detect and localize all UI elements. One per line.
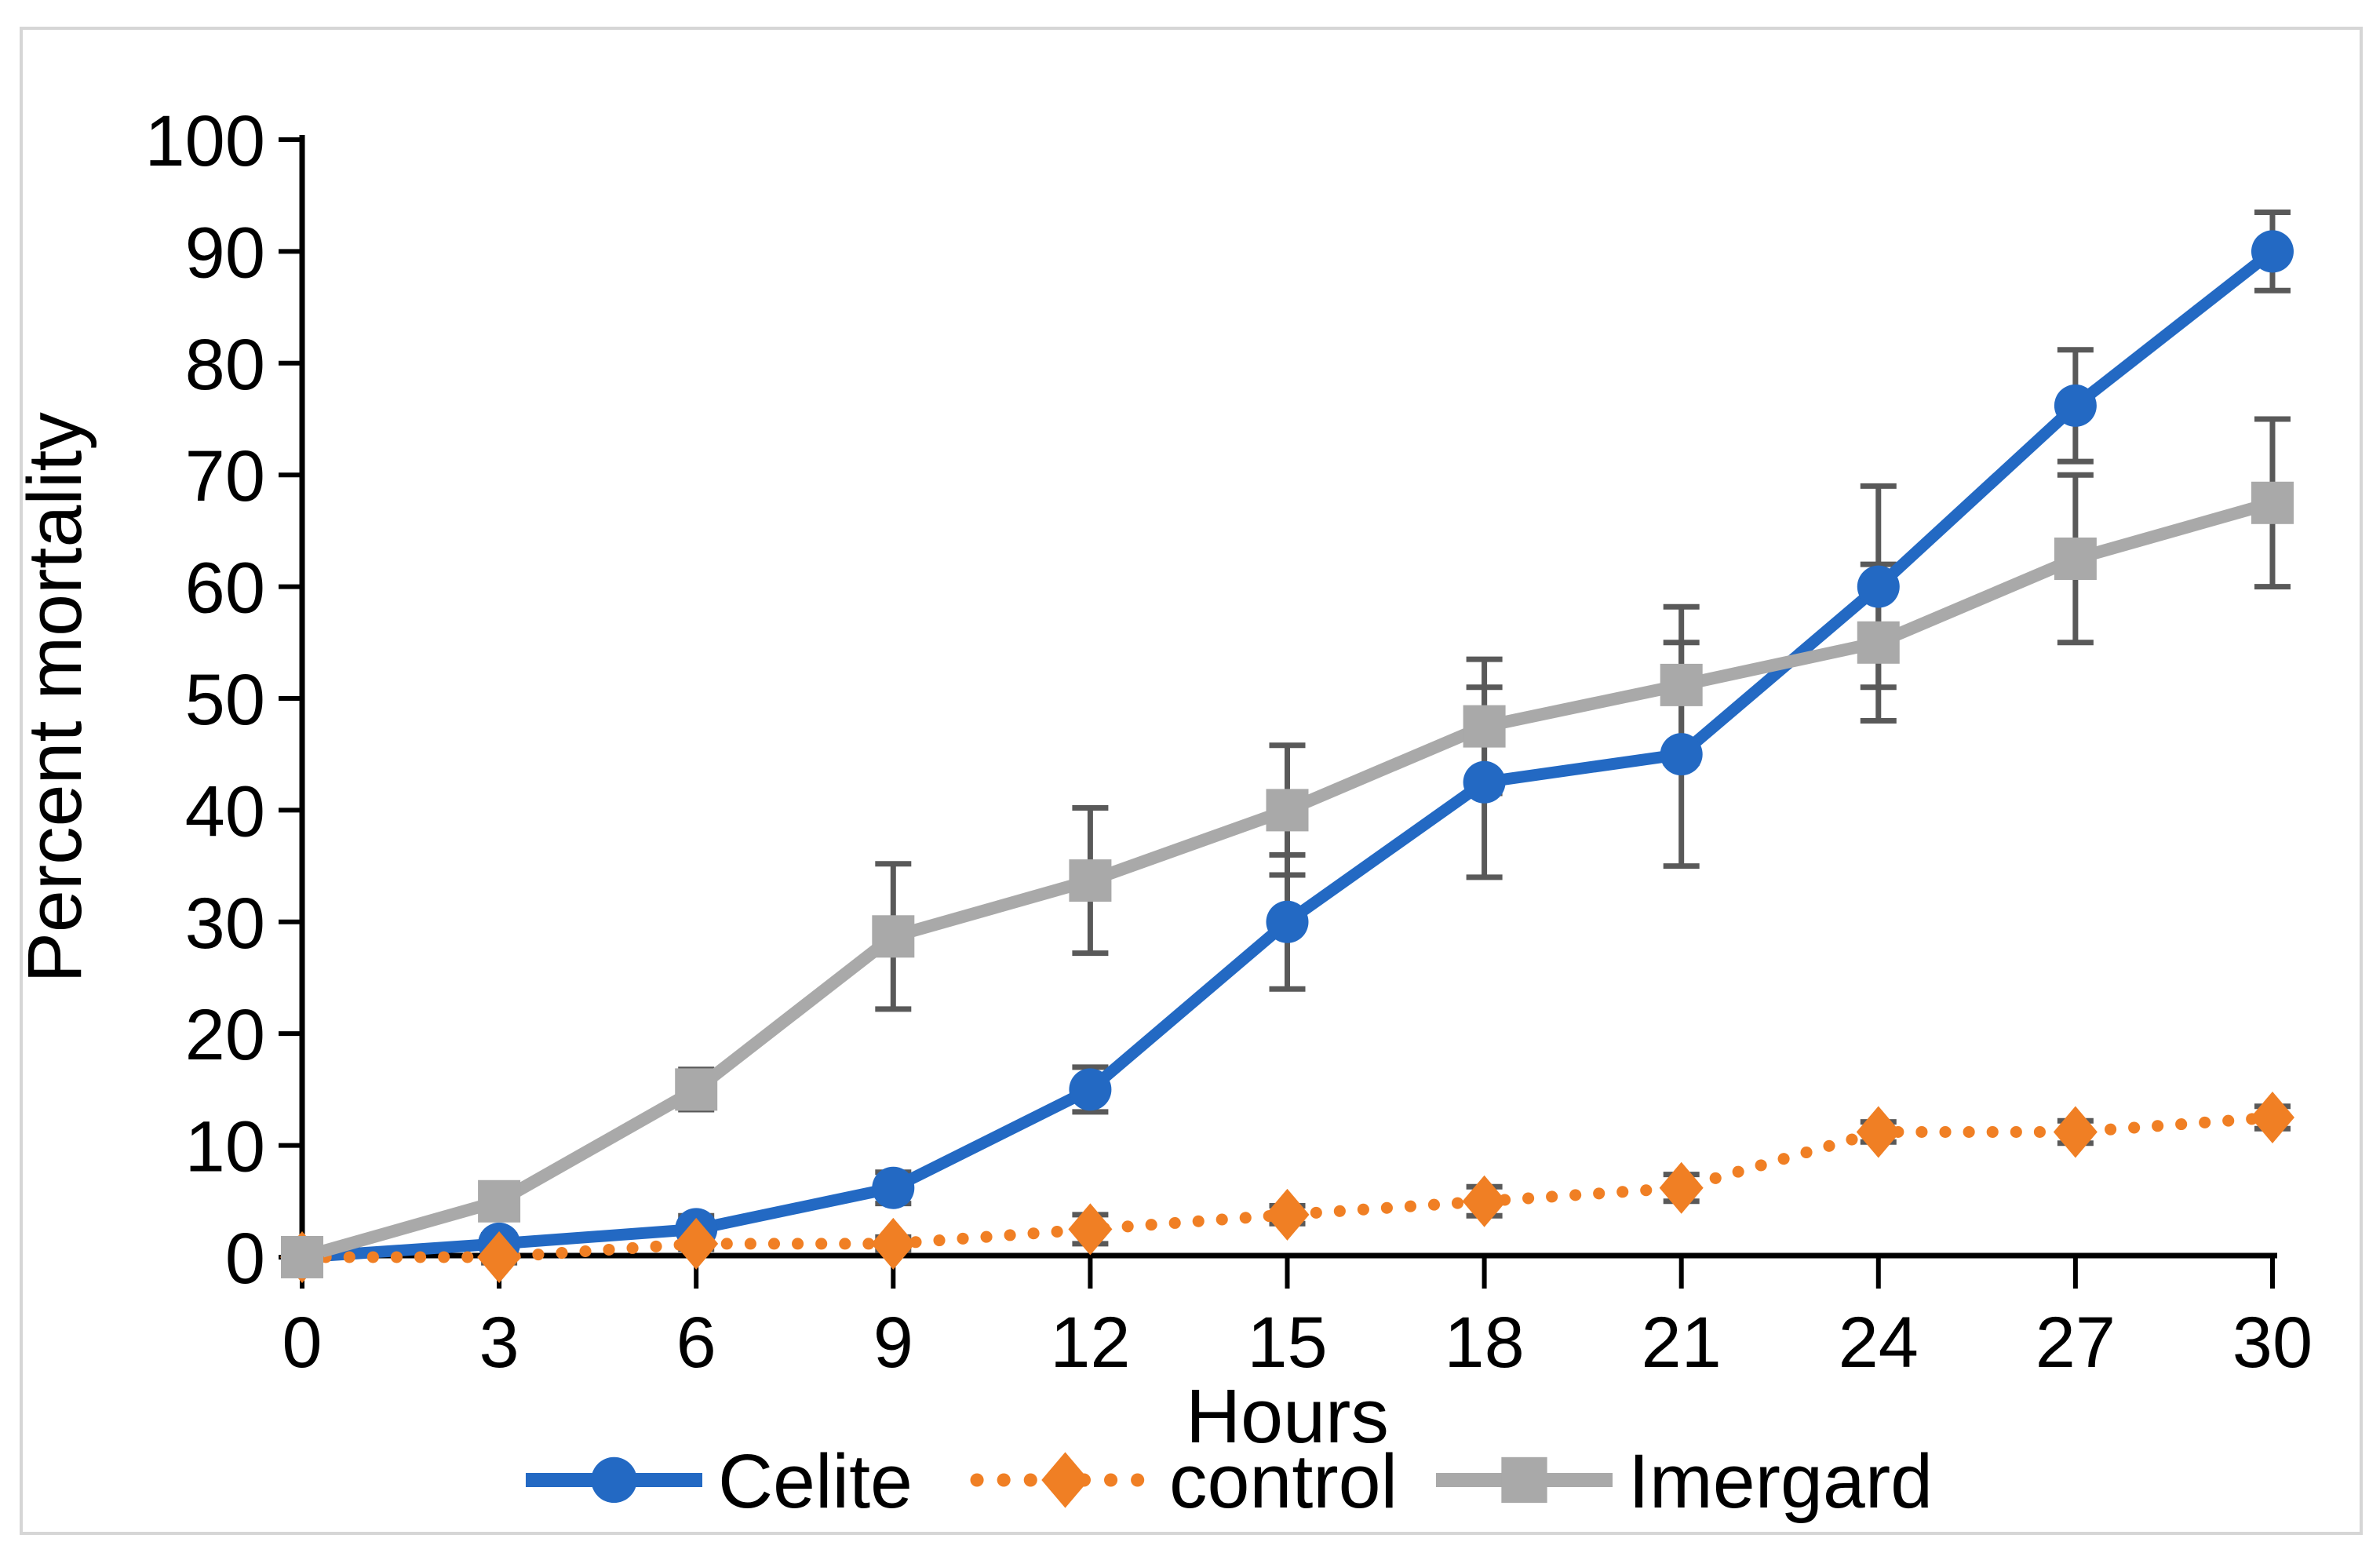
square-marker — [2054, 537, 2097, 580]
y-tick-label: 80 — [185, 325, 265, 405]
series-imergard-markers — [281, 481, 2294, 1278]
diamond-marker — [1068, 1203, 1113, 1256]
axis-titles-layer: Hours Percent mortality — [12, 412, 1389, 1459]
circle-marker — [591, 1456, 637, 1504]
y-tick-label: 100 — [145, 101, 265, 181]
figure-border — [20, 26, 2363, 1535]
square-marker — [1463, 705, 1506, 748]
y-tick-label: 30 — [185, 884, 265, 964]
y-tick-label: 90 — [185, 213, 265, 293]
y-tick-label: 0 — [225, 1219, 265, 1299]
y-axis-title: Percent mortality — [12, 412, 97, 983]
diamond-marker — [477, 1230, 522, 1283]
square-marker — [1857, 621, 1900, 664]
diamond-marker — [871, 1217, 916, 1270]
diamond-marker — [2250, 1091, 2294, 1143]
circle-marker — [2251, 230, 2294, 273]
square-marker — [1660, 663, 1703, 706]
axes-layer: 0 10 20 30 40 50 60 70 80 90 100 0 3 6 9 12 15 18 21 24 27 30 — [145, 101, 2313, 1383]
y-tick-label: 20 — [185, 995, 265, 1075]
circle-marker — [872, 1166, 915, 1209]
x-axis-title: Hours — [1186, 1373, 1389, 1459]
square-marker — [675, 1068, 718, 1111]
legend-label: Imergard — [1628, 1438, 1933, 1524]
x-tick-label: 24 — [1839, 1303, 1919, 1383]
y-tick-label: 60 — [185, 549, 265, 629]
diamond-marker — [2053, 1106, 2098, 1158]
diamond-marker — [674, 1217, 719, 1270]
x-tick-label: 30 — [2232, 1303, 2313, 1383]
x-tick-label: 27 — [2036, 1303, 2116, 1383]
y-tick-label: 70 — [185, 436, 265, 516]
circle-marker — [1660, 733, 1703, 776]
x-tick-label: 15 — [1247, 1303, 1327, 1383]
y-tick-label: 50 — [185, 660, 265, 740]
circle-marker — [1069, 1068, 1112, 1111]
square-marker — [2251, 481, 2294, 524]
x-tick-label: 6 — [676, 1303, 716, 1383]
legend-label: control — [1169, 1438, 1398, 1524]
x-tick-label: 18 — [1444, 1303, 1524, 1383]
legend: Celite control Imergard — [526, 1438, 1933, 1524]
square-marker — [1501, 1456, 1547, 1504]
circle-marker — [1857, 565, 1900, 608]
square-marker — [1069, 859, 1112, 902]
legend-label: Celite — [718, 1438, 913, 1524]
square-marker — [281, 1235, 324, 1278]
circle-marker — [2054, 384, 2097, 427]
square-marker — [872, 915, 915, 958]
diamond-marker — [1265, 1188, 1310, 1241]
circle-marker — [1463, 760, 1506, 804]
series-markers-layer — [280, 230, 2294, 1283]
diamond-marker — [1659, 1161, 1704, 1214]
x-tick-label: 0 — [282, 1303, 322, 1383]
x-tick-label: 12 — [1050, 1303, 1130, 1383]
legend-item-celite: Celite — [526, 1438, 913, 1524]
square-marker — [478, 1179, 521, 1223]
x-tick-label: 3 — [479, 1303, 519, 1383]
y-tick-label: 10 — [185, 1107, 265, 1187]
square-marker — [1266, 789, 1309, 832]
x-tick-label: 9 — [873, 1303, 913, 1383]
y-tick-label: 40 — [185, 771, 265, 851]
circle-marker — [1266, 900, 1309, 943]
legend-item-imergard: Imergard — [1435, 1438, 1933, 1524]
x-tick-label: 21 — [1642, 1303, 1722, 1383]
legend-item-control: control — [970, 1438, 1398, 1524]
